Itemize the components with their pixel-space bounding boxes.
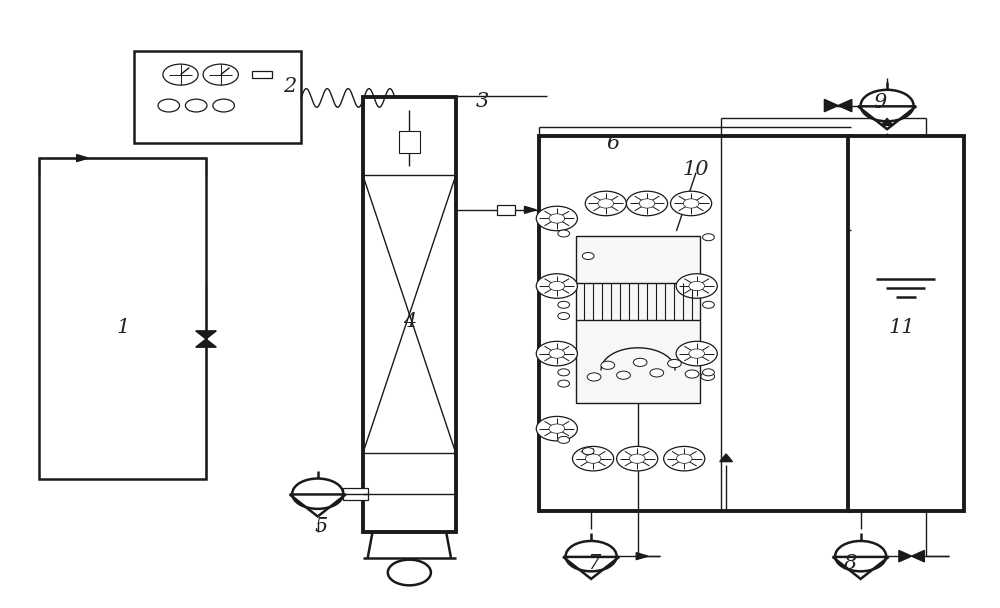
Bar	[399, 131, 420, 153]
Circle shape	[601, 361, 615, 370]
Circle shape	[701, 372, 715, 381]
Circle shape	[861, 90, 914, 122]
Circle shape	[549, 214, 565, 223]
Text: 8: 8	[843, 554, 856, 573]
Circle shape	[558, 313, 570, 320]
Circle shape	[676, 274, 717, 299]
Polygon shape	[196, 339, 216, 347]
Polygon shape	[824, 100, 838, 112]
Circle shape	[558, 302, 570, 308]
Bar	[39, 158, 206, 479]
Circle shape	[639, 199, 655, 208]
Text: 7: 7	[587, 554, 601, 573]
Circle shape	[703, 369, 714, 376]
Polygon shape	[524, 206, 536, 213]
Bar	[252, 71, 272, 78]
Bar	[497, 205, 515, 215]
Text: 3: 3	[476, 92, 489, 111]
Polygon shape	[838, 100, 852, 112]
Circle shape	[689, 349, 705, 358]
Circle shape	[650, 369, 664, 377]
Circle shape	[676, 341, 717, 366]
Circle shape	[536, 341, 577, 366]
Text: 1: 1	[116, 318, 129, 337]
Text: 5: 5	[314, 517, 327, 536]
Circle shape	[185, 99, 207, 112]
Polygon shape	[720, 454, 732, 461]
Circle shape	[585, 191, 626, 216]
Circle shape	[585, 454, 601, 463]
Polygon shape	[912, 550, 924, 562]
Text: 9: 9	[874, 93, 887, 112]
Circle shape	[549, 282, 565, 291]
Circle shape	[671, 191, 712, 216]
Circle shape	[683, 199, 699, 208]
Circle shape	[573, 446, 614, 471]
Polygon shape	[196, 331, 216, 339]
Bar	[343, 488, 368, 500]
Circle shape	[536, 416, 577, 441]
Bar	[576, 237, 700, 403]
Text: 11: 11	[889, 318, 915, 337]
Circle shape	[163, 64, 198, 85]
Circle shape	[536, 206, 577, 230]
Text: 6: 6	[606, 134, 619, 153]
Circle shape	[213, 99, 234, 112]
Circle shape	[203, 64, 238, 85]
Circle shape	[536, 274, 577, 299]
Circle shape	[558, 380, 570, 387]
Circle shape	[558, 230, 570, 237]
Circle shape	[587, 373, 601, 381]
Circle shape	[835, 541, 886, 572]
Polygon shape	[77, 154, 88, 162]
Polygon shape	[899, 550, 912, 562]
Bar	[134, 51, 301, 143]
Text: 4: 4	[403, 312, 416, 331]
Circle shape	[668, 359, 681, 368]
Circle shape	[158, 99, 180, 112]
Circle shape	[676, 454, 692, 463]
Text: 10: 10	[683, 161, 709, 179]
Circle shape	[617, 446, 658, 471]
Circle shape	[629, 454, 645, 463]
Circle shape	[626, 191, 668, 216]
Bar	[848, 136, 964, 511]
Circle shape	[703, 302, 714, 308]
Polygon shape	[881, 119, 893, 125]
Circle shape	[582, 252, 594, 260]
Circle shape	[558, 437, 570, 443]
Circle shape	[633, 358, 647, 367]
Circle shape	[685, 370, 699, 378]
Circle shape	[617, 371, 630, 379]
Circle shape	[558, 369, 570, 376]
Circle shape	[664, 446, 705, 471]
Circle shape	[582, 447, 594, 455]
Bar	[539, 136, 851, 511]
Circle shape	[598, 199, 614, 208]
Circle shape	[703, 233, 714, 241]
Bar	[363, 97, 456, 531]
Circle shape	[566, 541, 617, 572]
Circle shape	[549, 424, 565, 434]
Circle shape	[549, 349, 565, 358]
Circle shape	[292, 478, 343, 509]
Polygon shape	[636, 553, 648, 559]
Circle shape	[689, 282, 705, 291]
Text: 2: 2	[283, 77, 296, 97]
Circle shape	[388, 559, 431, 586]
